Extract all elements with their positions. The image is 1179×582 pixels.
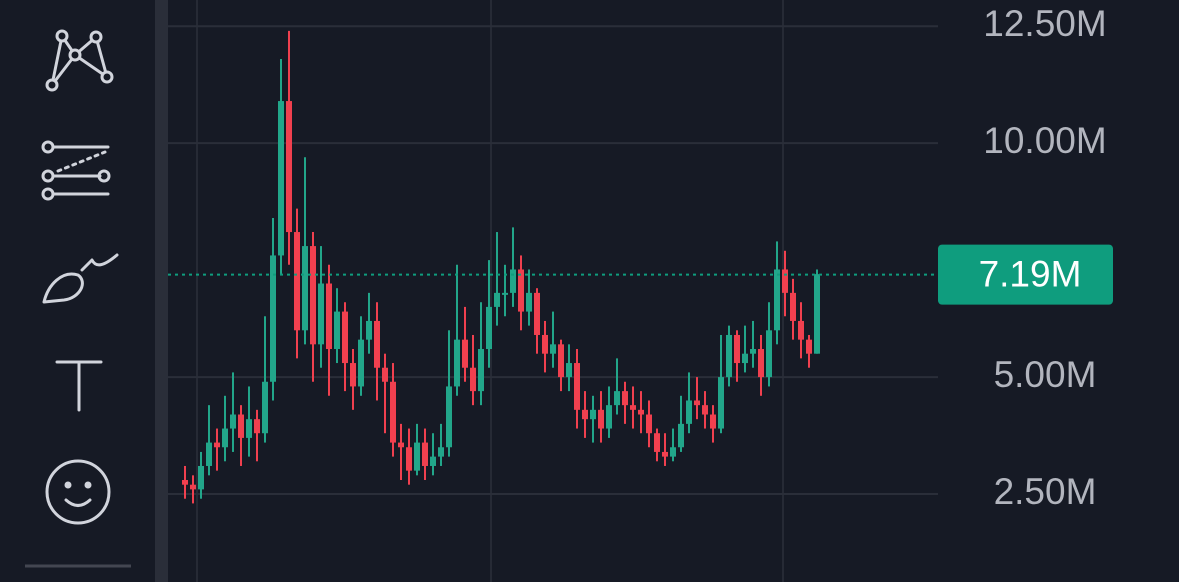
candle-body xyxy=(694,400,700,406)
candle-body xyxy=(638,409,644,415)
candle-body xyxy=(630,405,636,410)
candle-body xyxy=(214,442,220,448)
candle-body xyxy=(374,320,380,368)
candle-body xyxy=(654,433,660,452)
candle-body xyxy=(558,344,564,378)
candle-body xyxy=(622,391,628,406)
emoji-tool-icon[interactable] xyxy=(45,459,111,525)
candle-body xyxy=(430,456,436,466)
candle-body xyxy=(758,349,764,378)
candle-body xyxy=(246,419,252,438)
candle-body xyxy=(646,414,652,434)
candle-body xyxy=(742,353,748,364)
candle-body xyxy=(230,414,236,429)
candle-body xyxy=(206,442,212,466)
candle-body xyxy=(422,442,428,466)
candle-body xyxy=(190,484,196,490)
candle-body xyxy=(502,292,508,295)
candle-body xyxy=(334,311,340,350)
candle-body xyxy=(494,292,500,307)
candle-body xyxy=(590,409,596,420)
candle-body xyxy=(406,447,412,471)
candle-body xyxy=(606,405,612,429)
y-tick-label: 10.00M xyxy=(983,120,1106,161)
candle-body xyxy=(254,419,260,434)
candle-body xyxy=(182,480,188,485)
candle-body xyxy=(518,269,524,312)
candle-body xyxy=(454,339,460,387)
candle-body xyxy=(814,274,820,354)
y-tick-label: 5.00M xyxy=(994,354,1097,395)
candle-body xyxy=(310,246,316,345)
candle-body xyxy=(726,334,732,378)
candle-body xyxy=(718,377,724,429)
candle-body xyxy=(782,269,788,293)
candle-body xyxy=(774,269,780,331)
candle-body xyxy=(534,292,540,335)
candle-body xyxy=(734,334,740,364)
candle-body xyxy=(326,283,332,350)
candle-body xyxy=(382,367,388,382)
candle-body xyxy=(798,320,804,340)
candle-body xyxy=(686,400,692,424)
candle-body xyxy=(510,269,516,293)
candle-body xyxy=(342,311,348,364)
candle-body xyxy=(278,101,284,256)
candle-body xyxy=(566,363,572,378)
candle-body xyxy=(398,442,404,448)
last-price-label: 7.19M xyxy=(979,253,1082,294)
candle-body xyxy=(350,363,356,387)
candle-body xyxy=(710,414,716,429)
y-tick-label: 2.50M xyxy=(994,471,1097,512)
candle-body xyxy=(438,447,444,457)
panel-separator xyxy=(155,0,168,582)
candle-body xyxy=(318,283,324,345)
candle-body xyxy=(750,349,756,354)
candle-body xyxy=(550,344,556,354)
candle-body xyxy=(702,405,708,415)
candle-body xyxy=(366,320,372,340)
candle-body xyxy=(790,292,796,321)
candle-body xyxy=(222,428,228,448)
candle-body xyxy=(766,330,772,378)
candle-body xyxy=(470,367,476,392)
candle-body xyxy=(462,339,468,368)
candle-body xyxy=(478,349,484,392)
brush-tool-icon[interactable] xyxy=(42,253,119,304)
candle-body xyxy=(542,334,548,354)
candle-body xyxy=(198,465,204,490)
candle-body xyxy=(806,339,812,354)
candle-body xyxy=(614,391,620,406)
candle-body xyxy=(486,306,492,350)
candle-body xyxy=(270,255,276,382)
candle-body xyxy=(678,423,684,448)
text-tool-icon[interactable] xyxy=(55,360,103,412)
fib-tool-icon[interactable] xyxy=(41,140,111,201)
candle-body xyxy=(238,414,244,438)
candle-body xyxy=(286,101,292,233)
candle-body xyxy=(262,381,268,434)
last-price-badge xyxy=(938,244,1113,305)
candle-body xyxy=(446,386,452,448)
candle-body xyxy=(302,246,308,331)
y-tick-label: 12.50M xyxy=(983,3,1106,44)
candle-body xyxy=(598,409,604,429)
pattern-tool-icon[interactable] xyxy=(45,29,114,92)
candle-body xyxy=(574,363,580,410)
candle-body xyxy=(582,409,588,420)
candle-body xyxy=(390,381,396,443)
candle-body xyxy=(526,292,532,312)
candle-body xyxy=(670,447,676,457)
drawing-toolbar xyxy=(25,29,131,568)
candle-body xyxy=(294,232,300,331)
candle-body xyxy=(358,339,364,387)
candle-body xyxy=(662,451,668,457)
candle-body xyxy=(414,442,420,471)
